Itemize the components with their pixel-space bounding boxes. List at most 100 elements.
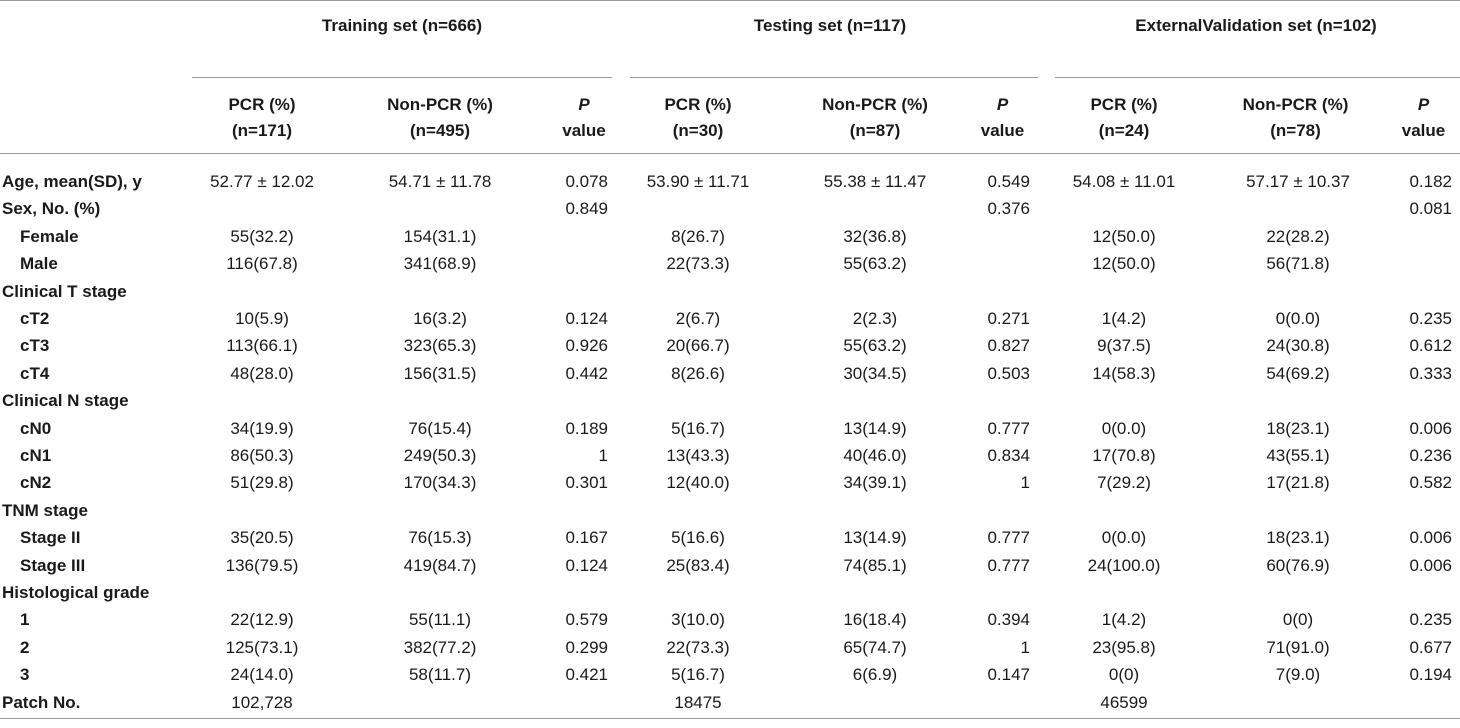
table-row: cN2 51(29.8) 170(34.3) 0.301 12(40.0) 34(39.1… [0,469,1460,496]
cell-external-nonpcr: 54(69.2) [1266,363,1330,383]
bottom-rule [0,718,1460,719]
colhead-line2: value [980,121,1025,140]
cell-testing-nonpcr: 55.38 ± 11.47 [823,172,927,191]
cell-external-p: 0.235 [1409,610,1452,630]
row-label: Age, mean(SD), y [2,172,142,191]
row-label: 2 [20,637,30,657]
cell-testing-pcr: 8(26.6) [671,363,725,383]
cell-testing-nonpcr: 16(18.4) [843,610,907,630]
cell-external-p: 0.194 [1409,665,1452,685]
cell-training-pcr: 51(29.8) [230,473,294,493]
row-label: cN2 [20,473,52,493]
cell-training-nonpcr: 341(68.9) [403,254,477,274]
cell-training-p: 1 [598,446,608,465]
cell-external-p: 0.006 [1409,555,1452,575]
cell-testing-pcr: 13(43.3) [666,446,730,465]
cell-training-pcr: 10(5.9) [235,309,289,328]
cell-testing-pcr: 12(40.0) [666,473,730,493]
cell-external-pcr: 14(58.3) [1092,363,1156,383]
cell-training-nonpcr: 323(65.3) [403,336,477,356]
cell-training-p: 0.421 [565,665,608,685]
cell-testing-p: 0.271 [987,309,1030,328]
cell-training-p: 0.299 [565,637,608,657]
cell-testing-pcr: 3(10.0) [671,610,725,630]
cell-training-nonpcr: 382(77.2) [403,637,477,657]
cell-external-p: 0.081 [1409,199,1452,219]
cell-testing-nonpcr: 34(39.1) [843,473,907,493]
cell-training-nonpcr: 170(34.3) [403,473,477,493]
cell-external-nonpcr: 18(23.1) [1266,528,1330,548]
colhead-line1: Non-PCR (%) [387,95,493,114]
cell-external-pcr: 24(100.0) [1087,555,1161,575]
group-title-testing: Testing set (n=117) [753,16,907,35]
row-label: Histological grade [2,583,150,602]
cell-external-p: 0.006 [1409,528,1452,548]
table-row: Stage III 136(79.5) 419(84.7) 0.124 25(83.4)… [0,552,1460,579]
row-label: cT4 [20,363,50,383]
table-row: cT4 48(28.0) 156(31.5) 0.442 8(26.6) 30(34.5)… [0,360,1460,387]
cell-testing-p: 0.827 [987,336,1030,356]
cell-external-pcr: 54.08 ± 11.01 [1072,172,1176,191]
cell-external-p: 0.006 [1409,418,1452,438]
cell-external-nonpcr: 0(0) [1282,610,1314,630]
cell-external-pcr: 46599 [1100,692,1148,712]
colhead-line1: PCR (%) [664,95,732,114]
cell-testing-pcr: 5(16.7) [671,418,725,438]
cell-external-p: 0.333 [1409,363,1452,383]
cell-external-nonpcr: 56(71.8) [1266,254,1330,274]
row-label: cN0 [20,418,52,438]
cell-external-nonpcr: 57.17 ± 10.37 [1246,172,1350,191]
cell-testing-p: 0.834 [987,446,1030,465]
colhead-line2: (n=87) [849,121,901,140]
row-label: TNM stage [2,500,88,520]
cell-training-pcr: 22(12.9) [230,610,294,630]
cell-training-nonpcr: 154(31.1) [403,226,477,246]
table-row: cT2 10(5.9) 16(3.2) 0.124 2(6.7) 2(2.3) 0.271 1… [0,305,1460,332]
cell-testing-pcr: 20(66.7) [666,336,730,356]
cell-training-p: 0.078 [565,172,608,191]
cell-testing-p: 0.549 [987,172,1030,191]
cell-training-p: 0.442 [565,363,608,383]
table-row: cT3 113(66.1) 323(65.3) 0.926 20(66.7) 55(63.… [0,332,1460,359]
cell-testing-pcr: 2(6.7) [675,309,721,328]
cell-testing-pcr: 5(16.6) [671,528,725,548]
cell-training-pcr: 102,728 [231,692,293,712]
cell-training-p: 0.124 [565,555,608,575]
cell-testing-pcr: 8(26.7) [671,226,725,246]
cell-testing-nonpcr: 2(2.3) [852,309,898,328]
table-row: Clinical N stage [0,387,1460,414]
cell-testing-pcr: 5(16.7) [671,665,725,685]
cell-external-nonpcr: 18(23.1) [1266,418,1330,438]
cell-training-pcr: 116(67.8) [226,254,298,274]
cell-testing-p: 0.777 [987,555,1030,575]
table-row: Histological grade [0,579,1460,606]
table-row: cN0 34(19.9) 76(15.4) 0.189 5(16.7) 13(14.9) 0… [0,415,1460,442]
cell-testing-p: 0.503 [987,363,1030,383]
cell-training-pcr: 125(73.1) [225,637,299,657]
cell-testing-nonpcr: 40(46.0) [843,446,907,465]
table-row: Age, mean(SD), y 52.77 ± 12.02 54.71 ± 11.… [0,168,1460,195]
table-row: 1 22(12.9) 55(11.1) 0.579 3(10.0) 16(18.4) 0.3… [0,606,1460,633]
cell-training-p: 0.579 [565,610,608,630]
cell-testing-p: 0.376 [987,199,1030,219]
cell-external-pcr: 12(50.0) [1092,226,1156,246]
group-rule-external [1055,77,1460,78]
colhead-line1: P [1417,95,1430,114]
row-label: Stage III [20,555,86,575]
cell-external-pcr: 17(70.8) [1092,446,1156,465]
cell-external-pcr: 23(95.8) [1092,637,1156,657]
cell-external-nonpcr: 7(9.0) [1275,665,1321,685]
row-label: Stage II [20,528,81,548]
table-row: Female 55(32.2) 154(31.1) 8(26.7) 32(36.8) 12… [0,223,1460,250]
row-label: 3 [20,665,30,685]
cell-training-pcr: 34(19.9) [230,418,294,438]
cell-training-p: 0.301 [565,473,608,493]
colhead-line2: (n=24) [1098,121,1150,140]
cell-testing-nonpcr: 74(85.1) [843,555,907,575]
cell-external-pcr: 1(4.2) [1101,309,1147,328]
cell-training-pcr: 52.77 ± 12.02 [210,172,314,191]
cell-training-p: 0.124 [565,309,608,328]
cell-testing-pcr: 22(73.3) [666,254,730,274]
